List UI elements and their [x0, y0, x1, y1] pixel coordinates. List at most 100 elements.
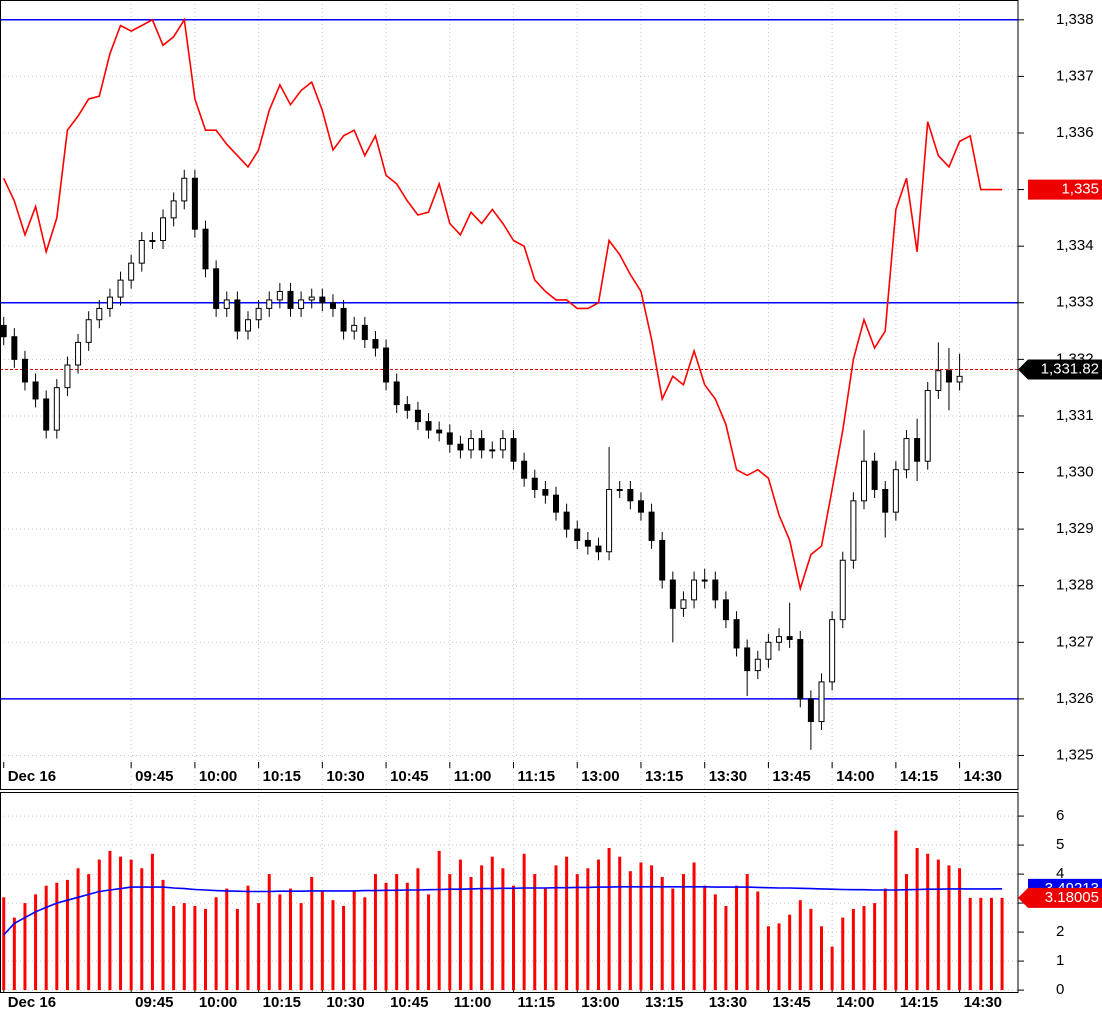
- x-tick-label: 14:15: [900, 768, 938, 785]
- bar: [257, 903, 261, 991]
- candle-body: [531, 477, 538, 491]
- bar: [989, 897, 993, 991]
- bar: [894, 830, 898, 991]
- bar: [745, 874, 749, 991]
- bar: [596, 859, 600, 991]
- bar: [235, 908, 239, 991]
- candle-body: [765, 641, 772, 660]
- bar: [851, 908, 855, 991]
- y-tick-label: 1,325: [1056, 746, 1094, 763]
- bar: [830, 946, 834, 991]
- bar: [766, 926, 770, 991]
- bar: [490, 856, 494, 991]
- bar: [480, 865, 484, 991]
- bar: [437, 850, 441, 991]
- candle-body: [956, 375, 963, 383]
- bar: [809, 908, 813, 991]
- bar: [427, 894, 431, 991]
- bar: [320, 891, 324, 991]
- bar: [204, 908, 208, 991]
- bar: [55, 882, 59, 991]
- candle-body: [595, 545, 602, 553]
- bar: [756, 891, 760, 991]
- bar: [140, 868, 144, 991]
- candle-body: [308, 296, 315, 301]
- bar: [681, 874, 685, 991]
- candle-body: [160, 217, 167, 242]
- bar: [246, 885, 250, 991]
- candle-body: [21, 358, 28, 383]
- candle-body: [712, 579, 719, 601]
- candle-body: [499, 438, 506, 451]
- y-tick-label: 6: [1056, 807, 1064, 824]
- bar: [735, 885, 739, 991]
- bar: [225, 888, 229, 991]
- candle-body: [53, 387, 60, 431]
- candle-body: [170, 200, 177, 219]
- bar: [512, 885, 516, 991]
- candle-body: [882, 489, 889, 513]
- bar: [841, 917, 845, 991]
- candle-body: [329, 302, 336, 309]
- bar: [65, 879, 69, 991]
- bar: [798, 900, 802, 991]
- candle-body: [850, 500, 857, 561]
- bar: [384, 882, 388, 991]
- bar: [554, 865, 558, 991]
- y-tick-label: 1: [1056, 952, 1064, 969]
- bar: [660, 876, 664, 991]
- candle-body: [733, 619, 740, 649]
- candle-body: [372, 339, 379, 349]
- value-tag: [1018, 887, 1102, 908]
- bar: [76, 868, 80, 991]
- candle-body: [43, 398, 50, 431]
- candle-body: [510, 438, 517, 462]
- bar: [979, 897, 983, 991]
- candle-body: [213, 268, 220, 309]
- bar: [968, 897, 972, 991]
- bar: [129, 859, 133, 991]
- x-tick-label: 13:45: [772, 994, 810, 1011]
- candle-body: [276, 290, 283, 301]
- x-tick-label: Dec 16: [8, 768, 56, 785]
- candle-body: [181, 177, 188, 202]
- candle-body: [319, 296, 326, 304]
- candle-body: [871, 460, 878, 491]
- candle-body: [744, 647, 751, 672]
- candle-body: [138, 240, 145, 264]
- y-tick-label: 5: [1056, 836, 1064, 853]
- candle-body: [287, 290, 294, 309]
- bar: [416, 868, 420, 991]
- bar: [373, 874, 377, 991]
- x-tick-label: 11:15: [518, 768, 556, 785]
- candle-body: [32, 381, 39, 400]
- candle-body: [818, 681, 825, 723]
- series-line: [3, 886, 1003, 936]
- bar: [820, 926, 824, 991]
- candle-body: [404, 404, 411, 411]
- candle-body: [383, 347, 390, 383]
- candle-body: [96, 307, 103, 321]
- candle-body: [489, 449, 496, 452]
- candle-body: [807, 698, 814, 723]
- bar: [87, 874, 91, 991]
- candle-body: [627, 489, 634, 502]
- candle-body: [457, 443, 464, 451]
- y-tick-label: 1,329: [1056, 520, 1094, 537]
- x-tick-label: 13:15: [645, 768, 683, 785]
- x-tick-label: 14:30: [964, 994, 1002, 1011]
- bar: [703, 885, 707, 991]
- bar: [533, 874, 537, 991]
- x-tick-label: Dec 16: [8, 994, 56, 1011]
- bar: [395, 874, 399, 991]
- candle-body: [255, 307, 262, 321]
- bar: [119, 856, 123, 991]
- candle-body: [903, 438, 910, 471]
- bar: [543, 888, 547, 991]
- candle-body: [149, 240, 156, 243]
- bar: [883, 888, 887, 991]
- bar: [915, 847, 919, 991]
- candle-body: [776, 636, 783, 643]
- bar: [458, 859, 462, 991]
